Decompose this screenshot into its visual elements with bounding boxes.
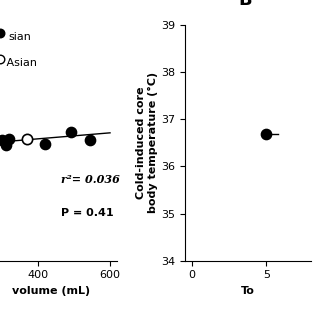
Text: r²= 0.036: r²= 0.036 <box>62 174 120 185</box>
Point <box>43 141 48 146</box>
Point <box>25 136 30 141</box>
Point <box>3 143 8 148</box>
Text: Asian: Asian <box>3 58 37 68</box>
X-axis label: To: To <box>241 286 255 296</box>
Point <box>88 138 93 143</box>
Point <box>0 138 5 143</box>
Point <box>264 132 269 137</box>
Text: B: B <box>238 0 252 8</box>
Text: sian: sian <box>8 32 31 42</box>
Point <box>7 136 12 141</box>
Text: P = 0.41: P = 0.41 <box>62 208 114 218</box>
Point <box>68 129 73 134</box>
Y-axis label: Cold-induced core
body temperature (°C): Cold-induced core body temperature (°C) <box>136 72 158 214</box>
X-axis label: volume (mL): volume (mL) <box>12 286 90 296</box>
